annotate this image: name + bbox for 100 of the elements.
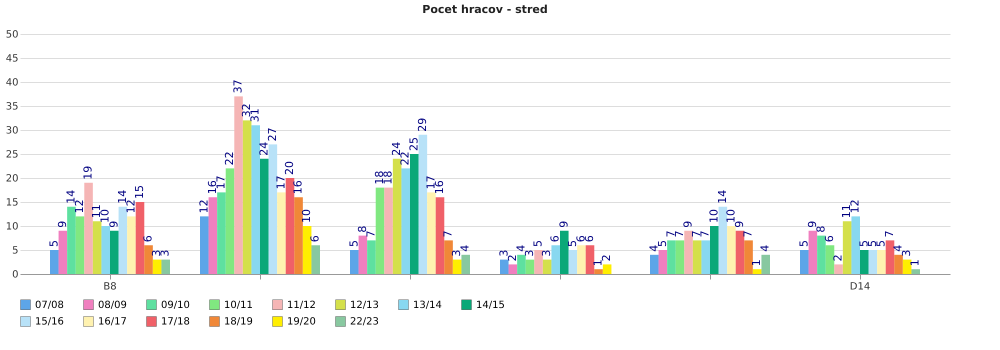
data-label: 1 bbox=[750, 259, 764, 266]
bar bbox=[851, 216, 860, 274]
bar bbox=[286, 178, 294, 274]
data-label: 19 bbox=[82, 166, 95, 180]
bar bbox=[658, 250, 668, 274]
bar bbox=[101, 226, 110, 274]
bar bbox=[744, 240, 753, 274]
bar bbox=[444, 240, 453, 274]
data-label: 29 bbox=[416, 118, 429, 132]
legend-label: 09/10 bbox=[161, 300, 190, 311]
bar bbox=[294, 197, 303, 274]
bar bbox=[534, 250, 543, 274]
data-label: 16 bbox=[292, 180, 305, 194]
bar bbox=[676, 240, 684, 274]
y-tick-label: 35 bbox=[6, 102, 18, 112]
data-label: 2 bbox=[506, 254, 519, 262]
data-label: 7 bbox=[673, 230, 686, 238]
bar bbox=[384, 188, 393, 274]
bar bbox=[526, 260, 534, 274]
data-label: 22 bbox=[223, 151, 236, 166]
y-tick-label: 20 bbox=[6, 174, 18, 184]
bar bbox=[401, 168, 410, 274]
bar bbox=[251, 125, 260, 274]
bar bbox=[718, 206, 728, 274]
bar bbox=[842, 221, 852, 274]
data-label: 7 bbox=[364, 230, 378, 238]
data-label: 7 bbox=[883, 230, 896, 238]
bar bbox=[727, 226, 736, 274]
data-label: 7 bbox=[698, 230, 712, 238]
bar bbox=[118, 206, 128, 274]
legend-label: 08/09 bbox=[98, 300, 127, 311]
bar bbox=[577, 245, 586, 274]
bar bbox=[586, 245, 594, 274]
x-tick-label: D14 bbox=[850, 282, 870, 292]
bar bbox=[234, 96, 243, 274]
y-tick-label: 45 bbox=[6, 54, 18, 64]
data-label: 9 bbox=[682, 220, 695, 228]
data-label: 3 bbox=[450, 250, 464, 257]
data-label: 7 bbox=[442, 230, 455, 238]
bar bbox=[127, 216, 136, 274]
x-tick-label: B8 bbox=[103, 282, 117, 292]
bar bbox=[376, 188, 384, 274]
bar bbox=[517, 254, 526, 274]
bar bbox=[650, 254, 659, 274]
data-label: 10 bbox=[707, 209, 720, 223]
legend-label: 11/12 bbox=[287, 300, 316, 311]
data-label: 9 bbox=[56, 220, 69, 228]
bar bbox=[551, 245, 560, 274]
data-label: 12 bbox=[197, 199, 210, 214]
y-tick-label: 0 bbox=[12, 270, 18, 280]
legend-label: 15/16 bbox=[35, 316, 64, 328]
data-label: 2 bbox=[832, 254, 845, 262]
data-label: 5 bbox=[797, 240, 810, 247]
bar bbox=[500, 260, 509, 274]
bar bbox=[217, 192, 226, 274]
data-label: 9 bbox=[107, 220, 120, 228]
data-label: 2 bbox=[600, 254, 614, 262]
legend-label: 07/08 bbox=[35, 300, 64, 311]
y-tick-label: 25 bbox=[6, 150, 18, 160]
data-label: 37 bbox=[232, 79, 245, 94]
bar bbox=[136, 202, 144, 274]
data-label: 1 bbox=[592, 259, 605, 266]
data-label: 25 bbox=[407, 137, 420, 151]
data-label: 4 bbox=[647, 244, 660, 252]
bar bbox=[226, 168, 234, 274]
data-label: 6 bbox=[823, 235, 836, 242]
bar bbox=[684, 230, 693, 274]
legend-label: 19/20 bbox=[287, 316, 316, 328]
bar bbox=[461, 254, 470, 274]
bar bbox=[886, 240, 894, 274]
bar bbox=[826, 245, 834, 274]
data-label: 4 bbox=[514, 244, 528, 252]
bar bbox=[761, 254, 770, 274]
bar bbox=[808, 230, 818, 274]
data-label: 4 bbox=[758, 244, 772, 252]
bar bbox=[84, 182, 93, 274]
data-label: 5 bbox=[566, 240, 579, 247]
data-label: 7 bbox=[742, 230, 755, 238]
bar bbox=[736, 230, 744, 274]
bar bbox=[860, 250, 869, 274]
bar bbox=[594, 269, 603, 274]
data-label: 14 bbox=[716, 190, 729, 204]
bar bbox=[242, 120, 252, 274]
data-label: 10 bbox=[300, 209, 314, 223]
legend-label: 22/23 bbox=[350, 316, 379, 328]
bar bbox=[800, 250, 809, 274]
data-label: 6 bbox=[583, 235, 596, 242]
data-label: 3 bbox=[540, 250, 554, 257]
data-label: 9 bbox=[733, 220, 746, 228]
bar bbox=[560, 230, 569, 274]
bar bbox=[358, 236, 368, 274]
y-tick-label: 5 bbox=[12, 246, 18, 256]
y-tick-label: 15 bbox=[6, 198, 18, 208]
y-tick-label: 10 bbox=[6, 222, 18, 232]
data-label: 3 bbox=[158, 250, 172, 257]
bar bbox=[834, 264, 843, 274]
data-label: 12 bbox=[73, 199, 86, 214]
legend-label: 12/13 bbox=[350, 300, 379, 311]
data-label: 6 bbox=[142, 235, 155, 242]
data-label: 9 bbox=[557, 220, 570, 228]
